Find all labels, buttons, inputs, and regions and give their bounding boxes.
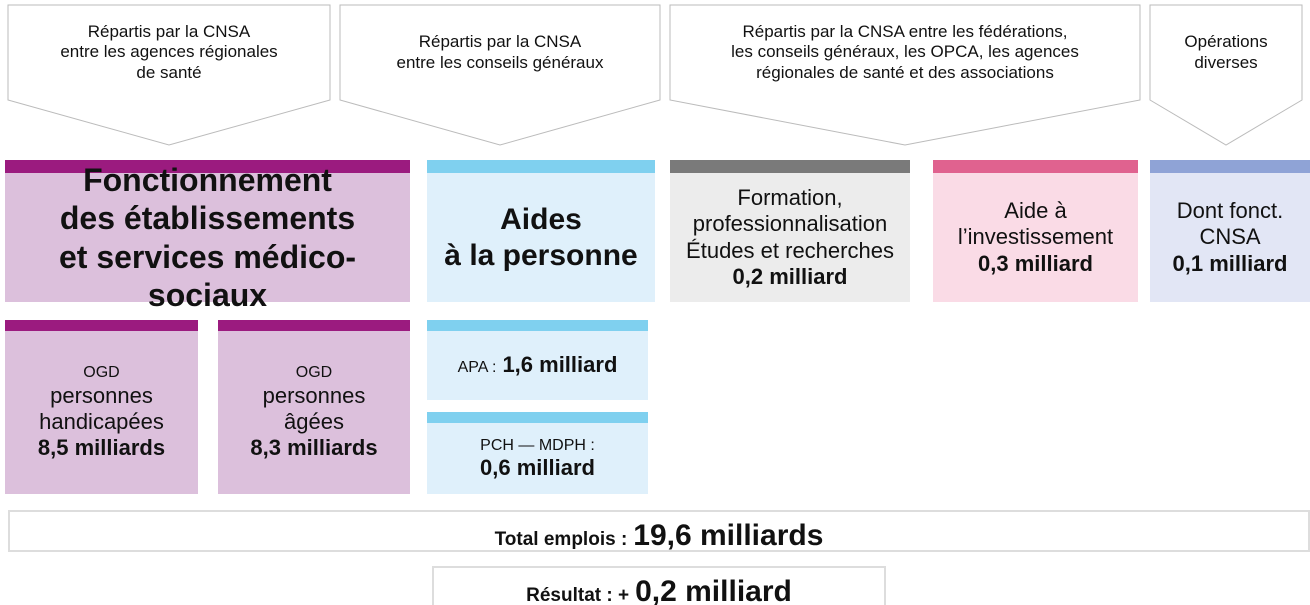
block: Aides à la personne bbox=[427, 160, 655, 302]
sub-line: handicapées bbox=[39, 408, 164, 434]
banner: Opérations diverses bbox=[1150, 5, 1302, 100]
total-label: Total emplois : bbox=[494, 529, 628, 550]
sub-label: OGD bbox=[295, 364, 333, 382]
sub-amount: 1,6 milliard bbox=[502, 352, 618, 378]
banner-line: régionales de santé et des associations bbox=[756, 62, 1054, 82]
sub-row: APA : 1,6 milliard bbox=[458, 352, 618, 378]
block-line: et services médico-sociaux bbox=[58, 238, 357, 313]
block-line: des établissements bbox=[59, 200, 356, 237]
result-amount: 0,2 milliard bbox=[635, 575, 792, 605]
block: Dont fonct. CNSA 0,1 milliard bbox=[1150, 160, 1310, 302]
banner-line: entre les agences régionales bbox=[60, 42, 278, 62]
sub-amount: 0,6 milliard bbox=[480, 454, 595, 480]
banner-arrow bbox=[339, 4, 661, 146]
banner: Répartis par la CNSA entre les agences ré… bbox=[8, 5, 330, 100]
block: OGD personnes âgées 8,3 milliards bbox=[218, 320, 410, 494]
block: Aide à l’investissement 0,3 milliard bbox=[933, 160, 1138, 302]
block: Formation, professionnalisation Études et … bbox=[670, 160, 910, 302]
total-box: Total emplois :19,6 milliards bbox=[8, 510, 1310, 552]
block: Fonctionnement des établissements et servi… bbox=[5, 160, 410, 313]
banner-line: Répartis par la CNSA bbox=[87, 21, 251, 41]
block-line: Aide à bbox=[1004, 197, 1067, 223]
block: PCH — MDPH :0,6 milliard bbox=[427, 412, 648, 494]
banner: Répartis par la CNSA entre les conseils g… bbox=[340, 5, 660, 100]
sub-line: personnes bbox=[50, 382, 153, 408]
sub-label: PCH — MDPH : bbox=[480, 436, 595, 454]
sub-amount: 8,5 milliards bbox=[37, 435, 166, 461]
result-box: Résultat : +0,2 milliard bbox=[432, 566, 886, 605]
block-line: Fonctionnement bbox=[83, 161, 332, 198]
sub-amount: 8,3 milliards bbox=[250, 435, 378, 461]
sub-label: OGD bbox=[83, 364, 120, 382]
block: OGD personnes handicapées 8,5 milliards bbox=[5, 320, 198, 494]
banner-arrow bbox=[1149, 4, 1303, 146]
sub-line: âgées bbox=[284, 408, 344, 434]
block-line: l’investissement bbox=[957, 224, 1114, 250]
banner-line: Opérations bbox=[1184, 32, 1268, 52]
banner-arrow bbox=[7, 4, 331, 146]
banner-line: les conseils généraux, les OPCA, les age… bbox=[731, 42, 1079, 62]
block-line: à la personne bbox=[444, 238, 638, 272]
block-line: professionnalisation bbox=[692, 211, 888, 237]
block: APA : 1,6 milliard bbox=[427, 320, 648, 400]
block-amount: 0,1 milliard bbox=[1172, 250, 1288, 276]
block-line: Études et recherches bbox=[686, 237, 894, 263]
banner-line: de santé bbox=[136, 62, 202, 82]
block-amount: 0,3 milliard bbox=[978, 250, 1093, 276]
block-amount: 0,2 milliard bbox=[732, 263, 848, 289]
banner-line: diverses bbox=[1194, 52, 1258, 72]
banner-line: entre les conseils généraux bbox=[396, 52, 604, 72]
banner: Répartis par la CNSA entre les fédératio… bbox=[670, 5, 1140, 100]
sub-label: APA : bbox=[457, 359, 497, 377]
total-amount: 19,6 milliards bbox=[633, 519, 824, 552]
block-line: CNSA bbox=[1199, 224, 1261, 250]
block-line: Formation, bbox=[737, 184, 843, 210]
result-label: Résultat : + bbox=[526, 585, 630, 605]
block-line: Dont fonct. bbox=[1176, 197, 1284, 223]
banner-line: Répartis par la CNSA entre les fédératio… bbox=[742, 21, 1068, 41]
block-line: Aides bbox=[500, 202, 582, 236]
sub-line: personnes bbox=[262, 382, 366, 408]
banner-arrow bbox=[669, 4, 1141, 146]
banner-line: Répartis par la CNSA bbox=[418, 32, 582, 52]
